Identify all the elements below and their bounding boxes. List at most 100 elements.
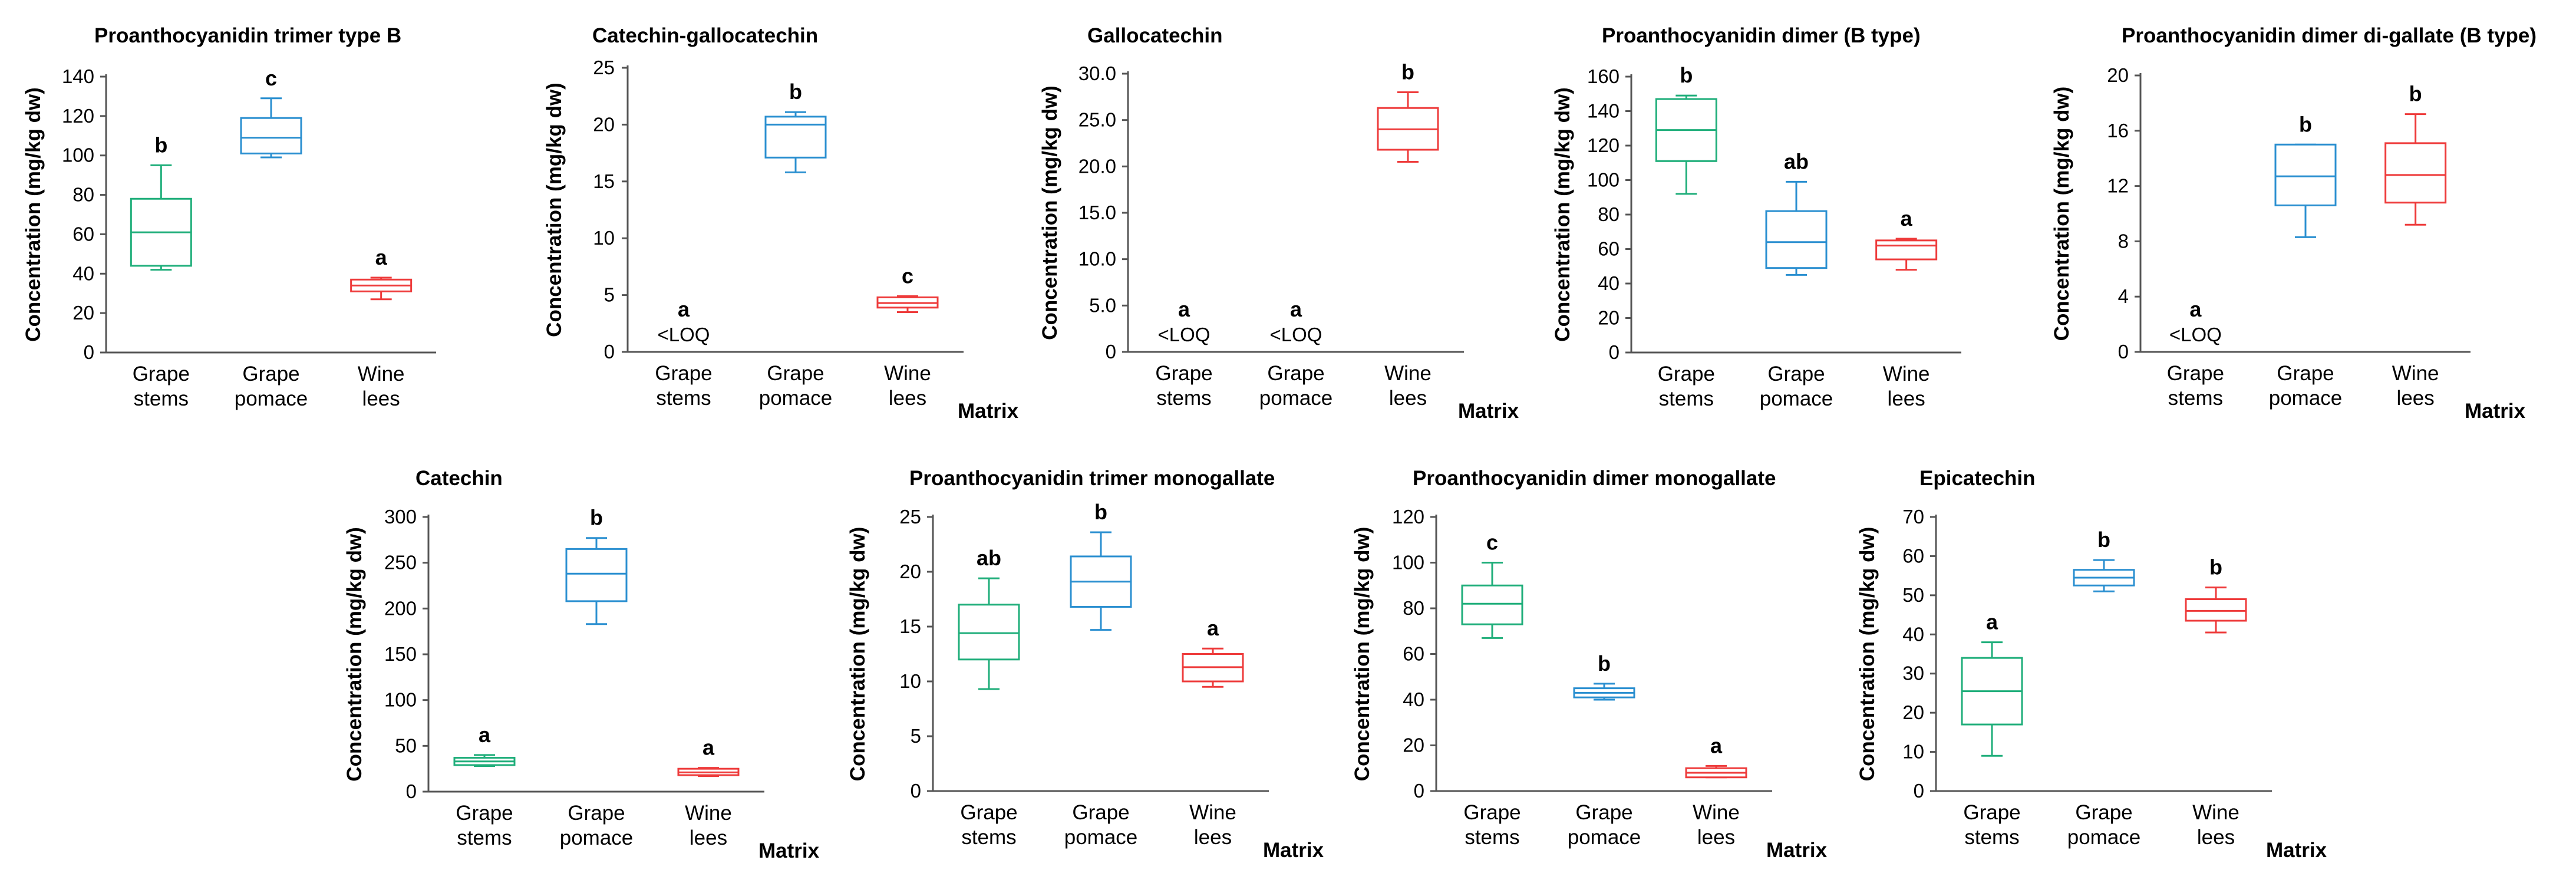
x-category-label: pomace bbox=[2067, 826, 2141, 849]
x-category-label: Grape bbox=[2075, 801, 2132, 824]
x-category-label: Grape bbox=[568, 802, 625, 825]
chart-title: Catechin bbox=[415, 467, 503, 490]
x-category-label: stems bbox=[961, 826, 1016, 849]
loq-label: <LOQ bbox=[1158, 324, 1211, 345]
y-tick-label: 120 bbox=[62, 105, 94, 127]
x-category-label: lees bbox=[1888, 387, 1925, 410]
y-tick-label: 15 bbox=[899, 615, 921, 637]
y-tick-label: 20 bbox=[899, 561, 921, 582]
y-tick-label: 10 bbox=[1902, 741, 1924, 763]
y-tick-label: 0 bbox=[84, 341, 94, 363]
x-category-label: lees bbox=[362, 387, 400, 410]
box-stems: b bbox=[1655, 63, 1717, 195]
y-tick-label: 0 bbox=[1914, 780, 1924, 802]
box-lees: c bbox=[876, 264, 939, 314]
y-tick-label: 0 bbox=[406, 780, 417, 802]
y-axis-label: Concentration (mg/kg dw) bbox=[1551, 87, 1574, 342]
box-stems: ab bbox=[958, 546, 1020, 690]
y-tick-label: 50 bbox=[395, 734, 417, 756]
x-category-label: Grape bbox=[133, 363, 190, 386]
y-tick-label: 8 bbox=[2118, 230, 2129, 252]
box-iqr bbox=[240, 117, 302, 154]
chart-panel: Proanthocyanidin dimer (B type) Concentra… bbox=[1551, 24, 1961, 410]
y-tick-label: 0 bbox=[2118, 341, 2129, 363]
loq-label: <LOQ bbox=[658, 324, 710, 345]
x-category-label: pomace bbox=[1760, 387, 1833, 410]
x-category-label: Grape bbox=[2167, 362, 2224, 385]
y-tick-label: 20 bbox=[2107, 64, 2129, 86]
y-tick-label: 15 bbox=[593, 170, 615, 192]
box-lees: a bbox=[677, 736, 740, 777]
box-pomace: b bbox=[764, 80, 827, 173]
x-axis-label: Matrix bbox=[1458, 400, 1519, 423]
significance-letter: b bbox=[789, 80, 802, 104]
x-category-label: lees bbox=[1389, 387, 1427, 410]
x-category-label: Grape bbox=[1963, 801, 2020, 824]
y-tick-label: 140 bbox=[62, 65, 94, 87]
y-tick-label: 30 bbox=[1902, 663, 1924, 684]
y-tick-label: 120 bbox=[1392, 506, 1424, 528]
y-tick-label: 150 bbox=[384, 643, 417, 665]
y-tick-label: 100 bbox=[1587, 169, 1620, 191]
x-category-label: Grape bbox=[960, 801, 1017, 824]
y-tick-label: 100 bbox=[62, 144, 94, 166]
y-tick-label: 80 bbox=[1403, 597, 1424, 619]
box-pomace: b bbox=[1070, 500, 1132, 631]
significance-letter: a bbox=[1178, 297, 1190, 321]
y-tick-label: 0 bbox=[1609, 341, 1620, 363]
box-lees: b bbox=[2185, 555, 2247, 634]
y-tick-label: 16 bbox=[2107, 120, 2129, 141]
x-category-label: pomace bbox=[560, 826, 634, 849]
x-category-label: Grape bbox=[767, 362, 824, 385]
box-stems: <LOQ a bbox=[1158, 297, 1211, 345]
chart-title: Proanthocyanidin trimer type B bbox=[94, 24, 401, 47]
y-tick-label: 160 bbox=[1587, 65, 1620, 87]
y-axis-label: Concentration (mg/kg dw) bbox=[1856, 527, 1879, 782]
y-tick-label: 0 bbox=[1414, 780, 1424, 802]
y-tick-label: 15.0 bbox=[1078, 202, 1116, 223]
significance-letter: b bbox=[1401, 60, 1414, 84]
significance-letter: a bbox=[702, 736, 715, 760]
chart-panel: Proanthocyanidin trimer monogallate Conce… bbox=[846, 467, 1324, 862]
x-category-label: stems bbox=[134, 387, 189, 410]
x-category-label: Wine bbox=[1189, 801, 1236, 824]
significance-letter: b bbox=[2209, 555, 2222, 579]
x-category-label: lees bbox=[2197, 826, 2235, 849]
y-tick-label: 300 bbox=[384, 506, 417, 528]
box-iqr bbox=[565, 548, 628, 602]
x-category-label: stems bbox=[1964, 826, 2019, 849]
x-category-label: lees bbox=[690, 826, 727, 849]
significance-letter: b bbox=[2409, 82, 2422, 106]
significance-letter: a bbox=[678, 297, 690, 321]
y-tick-label: 5.0 bbox=[1089, 294, 1116, 316]
x-category-label: stems bbox=[656, 387, 711, 410]
box-pomace: c bbox=[240, 66, 302, 159]
y-tick-label: 20 bbox=[1598, 307, 1620, 329]
box-lees: a bbox=[1182, 616, 1244, 688]
y-tick-label: 70 bbox=[1902, 506, 1924, 528]
x-axis-label: Matrix bbox=[1766, 839, 1828, 862]
y-tick-label: 80 bbox=[72, 184, 94, 206]
significance-letter: b bbox=[1094, 500, 1107, 524]
box-iqr bbox=[2384, 142, 2447, 204]
x-category-label: Grape bbox=[1463, 801, 1520, 824]
loq-label: <LOQ bbox=[1270, 324, 1322, 345]
box-iqr bbox=[2185, 598, 2247, 622]
y-tick-label: 140 bbox=[1587, 100, 1620, 122]
y-tick-label: 10 bbox=[899, 670, 921, 692]
x-category-label: Grape bbox=[2277, 362, 2334, 385]
box-stems: <LOQ a bbox=[2169, 297, 2222, 345]
box-stems: c bbox=[1461, 531, 1523, 639]
y-tick-label: 25.0 bbox=[1078, 109, 1116, 131]
y-tick-label: 25 bbox=[593, 57, 615, 78]
y-tick-label: 30.0 bbox=[1078, 62, 1116, 84]
box-lees: a bbox=[1875, 206, 1938, 271]
box-stems: b bbox=[130, 133, 192, 271]
significance-letter: a bbox=[1901, 206, 1913, 230]
chart-panel: Proanthocyanidin trimer type B Concentrat… bbox=[22, 24, 436, 410]
x-category-label: lees bbox=[2397, 387, 2435, 410]
box-pomace: b bbox=[1573, 651, 1635, 701]
x-category-label: Grape bbox=[1072, 801, 1129, 824]
x-category-label: Wine bbox=[2392, 362, 2439, 385]
box-pomace: ab bbox=[1765, 149, 1828, 276]
